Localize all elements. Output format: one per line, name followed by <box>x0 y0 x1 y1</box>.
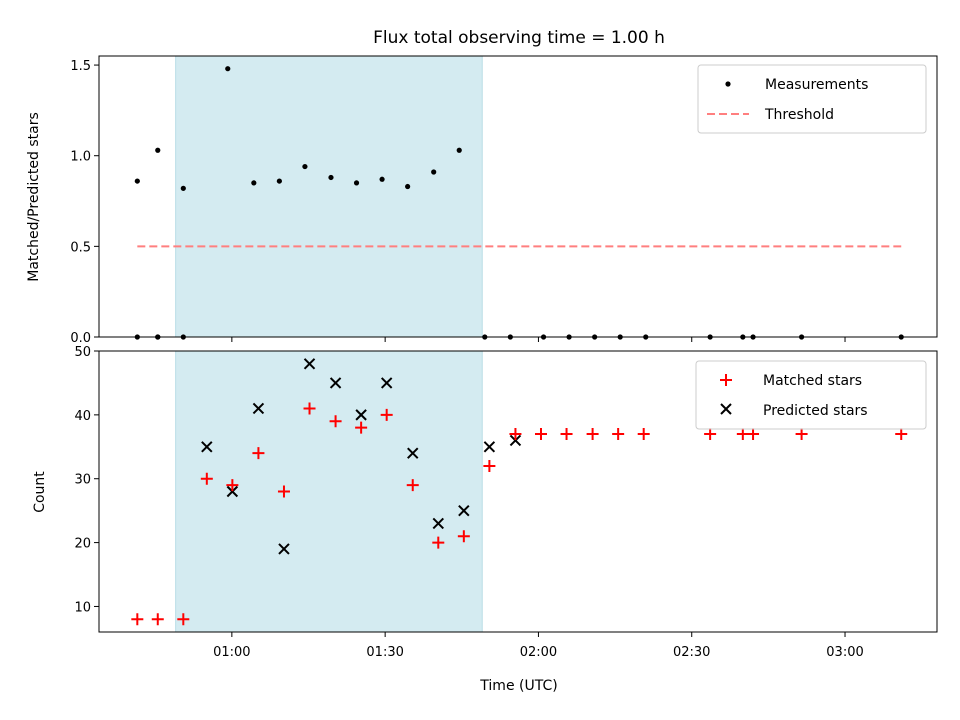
predicted-star-point <box>432 517 444 530</box>
predicted-star-point <box>380 377 393 389</box>
legend-matched-marker <box>720 374 732 386</box>
matched-star-point <box>355 421 368 434</box>
matched-star-point <box>747 428 760 441</box>
matched-star-point <box>432 536 445 549</box>
matched-star-point <box>303 402 316 415</box>
matched-star-point <box>736 428 749 441</box>
measurement-point <box>155 147 161 153</box>
matched-star-point <box>151 613 164 626</box>
bottom-y-axis-label: Count <box>32 471 48 513</box>
predicted-star-point <box>509 434 522 447</box>
predicted-star-point <box>458 504 470 517</box>
x-tick-label: 01:30 <box>366 645 403 660</box>
legend-predicted-marker <box>720 403 732 415</box>
x-axis-label: Time (UTC) <box>479 678 557 694</box>
top-y-axis-label: Matched/Predicted stars <box>26 112 42 282</box>
predicted-star-point <box>355 409 367 421</box>
matched-star-point <box>406 479 419 492</box>
matched-star-point <box>560 428 573 441</box>
y-tick-label: 0.0 <box>70 331 91 346</box>
predicted-star-point <box>278 543 290 555</box>
predicted-star-point <box>483 441 496 453</box>
matched-star-point <box>534 428 547 441</box>
top-plot-frame <box>98 55 938 338</box>
measurement-point <box>379 176 385 182</box>
matched-star-point <box>457 530 470 543</box>
predicted-star-point <box>329 377 342 389</box>
measurement-point <box>302 163 308 170</box>
observing-span <box>175 55 483 338</box>
matched-star-point <box>509 428 522 441</box>
matched-star-point <box>380 408 393 421</box>
top-legend: Measurements Threshold <box>697 64 927 134</box>
measurement-point <box>251 180 257 186</box>
matched-star-point <box>329 415 342 428</box>
matched-star-point <box>483 459 496 472</box>
measurement-point <box>276 178 282 184</box>
matched-star-point <box>200 472 213 485</box>
legend-matched-label: Matched stars <box>763 373 862 389</box>
measurement-point <box>328 174 334 181</box>
measurement-point <box>353 180 360 186</box>
legend-threshold-label: Threshold <box>764 107 834 123</box>
matched-star-point <box>131 613 144 626</box>
measurement-point <box>456 147 462 153</box>
legend-measurements-label: Measurements <box>765 77 868 93</box>
y-tick-label: 1.5 <box>70 59 91 74</box>
observing-span <box>175 350 483 633</box>
measurement-point <box>405 183 411 190</box>
legend-measurements-marker <box>725 81 731 87</box>
bottom-plot-frame <box>98 350 938 633</box>
matched-star-point <box>795 428 808 441</box>
measurement-point <box>180 185 186 191</box>
bottom-legend-box <box>695 360 927 430</box>
bottom-panel: 10 20 30 40 50 01:00 01:30 02:00 02:30 03:00 Cou… <box>32 345 938 694</box>
matched-star-point <box>252 447 265 460</box>
matched-star-point <box>637 428 650 441</box>
top-panel: 0.0 0.5 1.0 1.5 Matched/Predicted stars Mea… <box>26 55 938 346</box>
measurement-point <box>431 169 437 175</box>
x-tick-label: 02:00 <box>520 645 557 660</box>
y-tick-label: 10 <box>74 600 91 615</box>
legend-predicted-label: Predicted stars <box>763 403 868 419</box>
x-tick-label: 02:30 <box>673 645 710 660</box>
measurement-point <box>134 178 140 184</box>
predicted-star-point <box>226 485 239 498</box>
matched-star-point <box>586 428 599 441</box>
y-tick-label: 30 <box>74 473 91 488</box>
predicted-star-point <box>407 447 419 459</box>
y-tick-label: 40 <box>74 409 91 424</box>
matched-star-point <box>277 485 290 498</box>
y-tick-label: 0.5 <box>70 240 91 255</box>
chart-title: Flux total observing time = 1.00 h <box>373 28 665 48</box>
measurement-point <box>225 66 231 72</box>
x-tick-label: 01:00 <box>213 645 250 660</box>
matched-star-point <box>612 428 625 441</box>
bottom-legend: Matched stars Predicted stars <box>695 360 927 430</box>
matched-star-point <box>704 428 717 441</box>
matched-star-point <box>177 613 190 626</box>
top-legend-box <box>697 64 927 134</box>
y-tick-label: 20 <box>74 537 91 552</box>
matched-star-point <box>226 479 239 492</box>
predicted-star-point <box>303 358 316 370</box>
x-tick-label: 03:00 <box>826 645 863 660</box>
matched-star-point <box>895 428 908 441</box>
predicted-star-point <box>201 441 213 453</box>
y-tick-label: 50 <box>74 345 91 360</box>
y-tick-label: 1.0 <box>70 150 91 165</box>
predicted-star-point <box>252 402 265 415</box>
